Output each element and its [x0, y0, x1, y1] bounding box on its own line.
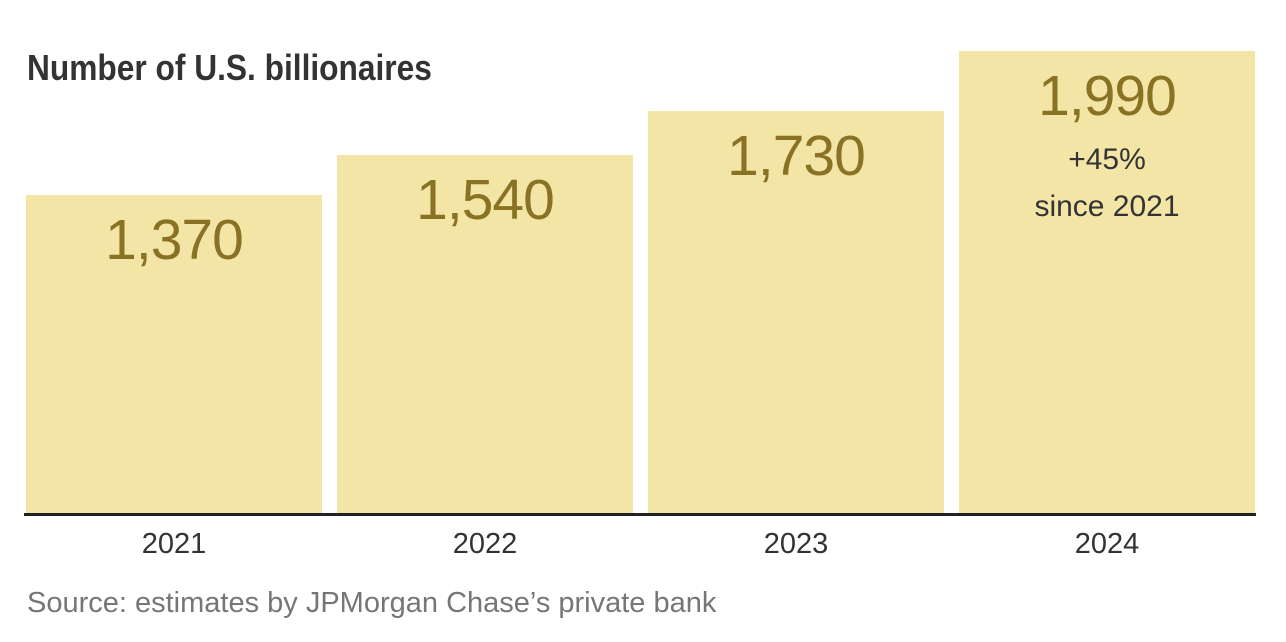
bar-2021: 1,370 [26, 195, 322, 513]
plot-area: 1,370 1,540 1,730 1,990 +45% since 2021 [26, 0, 1255, 513]
x-tick-2022: 2022 [452, 528, 518, 560]
chart-title: Number of U.S. billionaires [27, 47, 432, 88]
growth-annotation-line-1: +45% [1068, 142, 1146, 176]
growth-annotation-line-2: since 2021 [1034, 189, 1180, 223]
x-axis-line [24, 513, 1256, 516]
bar-2023: 1,730 [648, 111, 944, 513]
x-axis-labels: 2021 2022 2023 2024 [26, 530, 1255, 559]
source-note: Source: estimates by JPMorgan Chase’s pr… [27, 587, 717, 619]
bar-value-label-2023: 1,730 [727, 124, 866, 188]
bar-value-label-2022: 1,540 [416, 168, 555, 232]
x-tick-2021: 2021 [141, 528, 207, 560]
x-tick-2023: 2023 [763, 528, 829, 560]
bar-2022: 1,540 [337, 155, 633, 513]
bar-value-label-2021: 1,370 [105, 208, 244, 272]
x-tick-2024: 2024 [1074, 528, 1140, 560]
bar-2024: 1,990 +45% since 2021 [959, 51, 1255, 513]
growth-annotation: +45% since 2021 [959, 136, 1255, 230]
bar-value-label-2024: 1,990 [1038, 64, 1177, 128]
